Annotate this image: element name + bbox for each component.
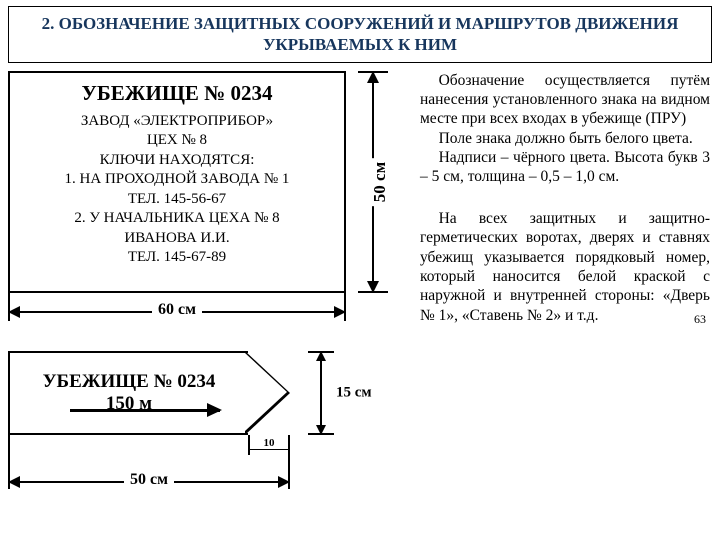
para-2: Поле знака должно быть белого цвета.: [420, 129, 710, 148]
sign-body: ЗАВОД «ЭЛЕКТРОПРИБОР» ЦЕХ № 8 КЛЮЧИ НАХО…: [20, 112, 334, 268]
direction-sign: УБЕЖИЩЕ № 0234 150 м: [8, 351, 290, 435]
dim-h15-label: 15 см: [336, 384, 372, 401]
sign-l4: 1. НА ПРОХОДНОЙ ЗАВОДА № 1: [65, 171, 290, 187]
description-column: Обозначение осуществляется путём нанесен…: [420, 71, 710, 326]
para-3: Надписи – чёрного цвета. Высота букв 3 –…: [420, 148, 710, 187]
direction-body: УБЕЖИЩЕ № 0234 150 м: [8, 351, 248, 435]
arrow-icon: [70, 409, 220, 412]
page-number: 63: [694, 312, 706, 327]
shelter-sign: УБЕЖИЩЕ № 0234 ЗАВОД «ЭЛЕКТРОПРИБОР» ЦЕХ…: [8, 71, 346, 293]
dir-title: УБЕЖИЩЕ № 0234: [43, 371, 216, 393]
section-header: 2. ОБОЗНАЧЕНИЕ ЗАЩИТНЫХ СООРУЖЕНИЙ И МАР…: [8, 6, 712, 63]
direction-sign-group: УБЕЖИЩЕ № 0234 150 м 15 см 10 50 см: [8, 351, 418, 435]
dim-width-10: 10: [248, 441, 290, 471]
header-line1: 2. ОБОЗНАЧЕНИЕ ЗАЩИТНЫХ СООРУЖЕНИЙ И МАР…: [42, 14, 679, 33]
dim-h50-label: 50 см: [370, 157, 390, 205]
para-4: На всех защитных и защитно-герметических…: [420, 209, 710, 325]
sign-l2: ЦЕХ № 8: [147, 132, 207, 148]
sign-l1: ЗАВОД «ЭЛЕКТРОПРИБОР»: [81, 113, 273, 129]
dim-w10-label: 10: [262, 437, 277, 449]
dim-w60-label: 60 см: [152, 301, 202, 319]
sign-l6: 2. У НАЧАЛЬНИКА ЦЕХА № 8: [74, 210, 279, 226]
sign-title: УБЕЖИЩЕ № 0234: [20, 81, 334, 106]
dim-width-60: 60 см: [8, 299, 346, 339]
dim-height-15: 15 см: [308, 351, 378, 435]
dim-height-50: 50 см: [358, 71, 408, 293]
dim-w50-label: 50 см: [124, 471, 174, 489]
sign-l3: КЛЮЧИ НАХОДЯТСЯ:: [100, 152, 255, 168]
sign-l5: ТЕЛ. 145-56-67: [128, 191, 226, 207]
dim-width-50: 50 см: [8, 469, 290, 505]
para-1: Обозначение осуществляется путём нанесен…: [420, 71, 710, 129]
main-sign-group: УБЕЖИЩЕ № 0234 ЗАВОД «ЭЛЕКТРОПРИБОР» ЦЕХ…: [8, 71, 378, 293]
header-line2: УКРЫВАЕМЫХ К НИМ: [263, 35, 457, 54]
sign-l8: ТЕЛ. 145-67-89: [128, 249, 226, 265]
sign-l7: ИВАНОВА И.И.: [124, 230, 229, 246]
